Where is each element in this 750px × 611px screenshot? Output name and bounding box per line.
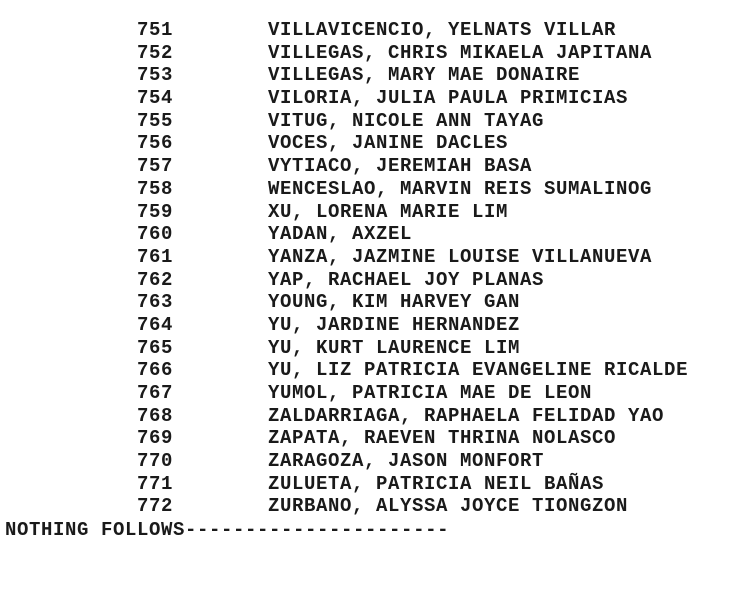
entry-name: YU, LIZ PATRICIA EVANGELINE RICALDE (268, 359, 689, 382)
entry-name: VILORIA, JULIA PAULA PRIMICIAS (268, 87, 629, 110)
entry-name: ZARAGOZA, JASON MONFORT (268, 450, 545, 473)
entry-name: YAP, RACHAEL JOY PLANAS (268, 268, 545, 291)
entry-number: 763 (137, 291, 174, 314)
entry-number: 752 (137, 41, 174, 64)
entry-name: XU, LORENA MARIE LIM (268, 200, 509, 223)
entry-name: YU, KURT LAURENCE LIM (268, 336, 521, 359)
entry-number: 761 (137, 245, 174, 268)
entry-name: YADAN, AXZEL (268, 223, 413, 246)
entry-number: 772 (137, 495, 174, 518)
entry-name: VILLEGAS, MARY MAE DONAIRE (268, 64, 581, 87)
entry-name: YUMOL, PATRICIA MAE DE LEON (268, 382, 593, 404)
entry-name: VILLAVICENCIO, YELNATS VILLAR (268, 19, 617, 41)
entry-number: 760 (137, 223, 174, 246)
entry-number: 771 (137, 472, 174, 495)
entry-name: VITUG, NICOLE ANN TAYAG (268, 109, 545, 132)
entry-number: 765 (137, 336, 174, 359)
entry-name: YOUNG, KIM HARVEY GAN (268, 291, 521, 314)
entry-number: 754 (137, 87, 174, 110)
entry-name: YANZA, JAZMINE LOUISE VILLANUEVA (268, 245, 653, 268)
entry-number: 770 (137, 450, 174, 473)
entry-name: VOCES, JANINE DACLES (268, 132, 509, 155)
entry-number: 768 (137, 404, 174, 427)
entry-number: 753 (137, 64, 174, 87)
entry-number: 759 (137, 200, 174, 223)
entry-number: 757 (137, 155, 174, 178)
entry-name: ZALDARRIAGA, RAPHAELA FELIDAD YAO (268, 404, 665, 427)
nothing-follows-footer: NOTHING FOLLOWS---------------------- (5, 519, 450, 541)
entry-name: WENCESLAO, MARVIN REIS SUMALINOG (268, 177, 653, 200)
entry-number: 756 (137, 132, 174, 155)
entry-number: 767 (137, 382, 174, 404)
entry-name: ZURBANO, ALYSSA JOYCE TIONGZON (268, 495, 629, 518)
entry-number: 769 (137, 427, 174, 450)
entry-number: 755 (137, 109, 174, 132)
entry-number: 766 (137, 359, 174, 382)
entry-name: VYTIACO, JEREMIAH BASA (268, 155, 533, 178)
entry-number: 764 (137, 313, 174, 336)
entry-name: ZAPATA, RAEVEN THRINA NOLASCO (268, 427, 617, 450)
entry-name: YU, JARDINE HERNANDEZ (268, 313, 521, 336)
entry-name: VILLEGAS, CHRIS MIKAELA JAPITANA (268, 41, 653, 64)
entry-number: 762 (137, 268, 174, 291)
entry-number: 758 (137, 177, 174, 200)
entry-number: 751 (137, 19, 174, 41)
entry-name: ZULUETA, PATRICIA NEIL BAÑAS (268, 472, 605, 495)
